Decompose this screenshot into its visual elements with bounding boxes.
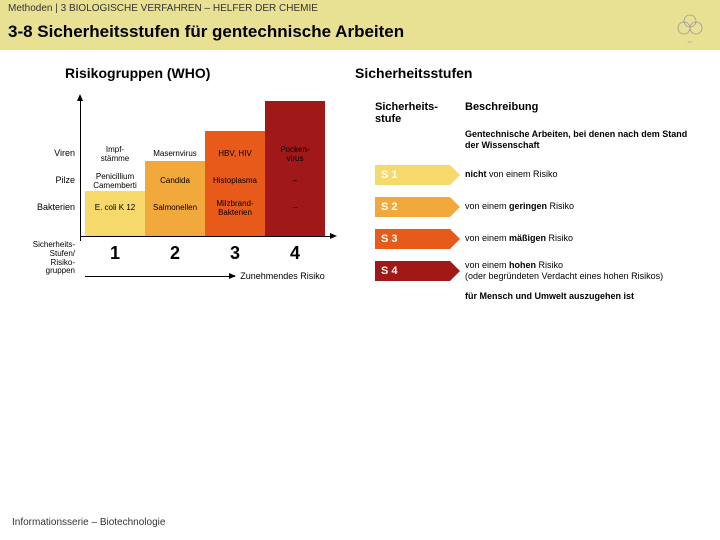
- stage-number: 1: [85, 243, 145, 264]
- group-label: Sicherheits-Stufen/Risiko-gruppen: [25, 241, 80, 276]
- safety-badge: S 3: [375, 229, 450, 249]
- table-subheader: Gentechnische Arbeiten, bei denen nach d…: [465, 129, 695, 151]
- grid-cell: Candida: [145, 176, 205, 187]
- svg-text:FCI: FCI: [688, 40, 693, 44]
- y-axis: [80, 96, 81, 241]
- arrow-icon: [85, 276, 235, 277]
- header-right: Sicherheitsstufen: [355, 65, 472, 81]
- table-header-desc: Beschreibung: [465, 101, 538, 125]
- page-title: 3-8 Sicherheitsstufen für gentechnische …: [0, 17, 720, 50]
- safety-row: S 4 von einem hohen Risiko(oder begründet…: [375, 259, 695, 283]
- stage-number: 4: [265, 243, 325, 264]
- risk-chart: Impf-stämmeMasernvirusHBV, HIVPocken-vir…: [25, 101, 355, 291]
- grid-cell: –: [265, 176, 325, 187]
- safety-text: von einem hohen Risiko(oder begründeten …: [465, 260, 695, 282]
- safety-text: nicht von einem Risiko: [465, 169, 695, 180]
- grid-cell: Pocken-virus: [265, 145, 325, 165]
- grid-cell: –: [265, 203, 325, 214]
- risk-label: Zunehmendes Risiko: [85, 271, 325, 281]
- grid-cell: Masernvirus: [145, 149, 205, 160]
- safety-row: S 1 nicht von einem Risiko: [375, 163, 695, 187]
- table-final: für Mensch und Umwelt auszugehen ist: [465, 291, 695, 302]
- grid-cell: Milzbrand-Bakterien: [205, 199, 265, 219]
- grid-cell: Impf-stämme: [85, 145, 145, 165]
- stage-number: 2: [145, 243, 205, 264]
- safety-badge: S 1: [375, 165, 450, 185]
- grid-cell: Histoplasma: [205, 176, 265, 187]
- x-axis: [80, 236, 335, 237]
- logo-icon: FCI: [670, 6, 710, 46]
- safety-text: von einem mäßigen Risiko: [465, 233, 695, 244]
- footer: Informationsserie – Biotechnologie: [12, 517, 165, 528]
- stage-number: 3: [205, 243, 265, 264]
- safety-row: S 2 von einem geringen Risiko: [375, 195, 695, 219]
- row-label: Viren: [25, 148, 80, 158]
- grid-cell: HBV, HIV: [205, 149, 265, 160]
- header-left: Risikogruppen (WHO): [25, 65, 355, 81]
- grid-cell: E. coli K 12: [85, 203, 145, 214]
- grid-cell: PenicilliumCamemberti: [85, 172, 145, 192]
- safety-row: S 3 von einem mäßigen Risiko: [375, 227, 695, 251]
- breadcrumb: Methoden | 3 BIOLOGISCHE VERFAHREN – HEL…: [0, 0, 720, 17]
- safety-text: von einem geringen Risiko: [465, 201, 695, 212]
- grid-cell: Salmonellen: [145, 203, 205, 214]
- row-label: Bakterien: [25, 202, 80, 212]
- table-header-stufe: Sicherheits-stufe: [375, 101, 465, 125]
- row-label: Pilze: [25, 175, 80, 185]
- safety-badge: S 4: [375, 261, 450, 281]
- safety-badge: S 2: [375, 197, 450, 217]
